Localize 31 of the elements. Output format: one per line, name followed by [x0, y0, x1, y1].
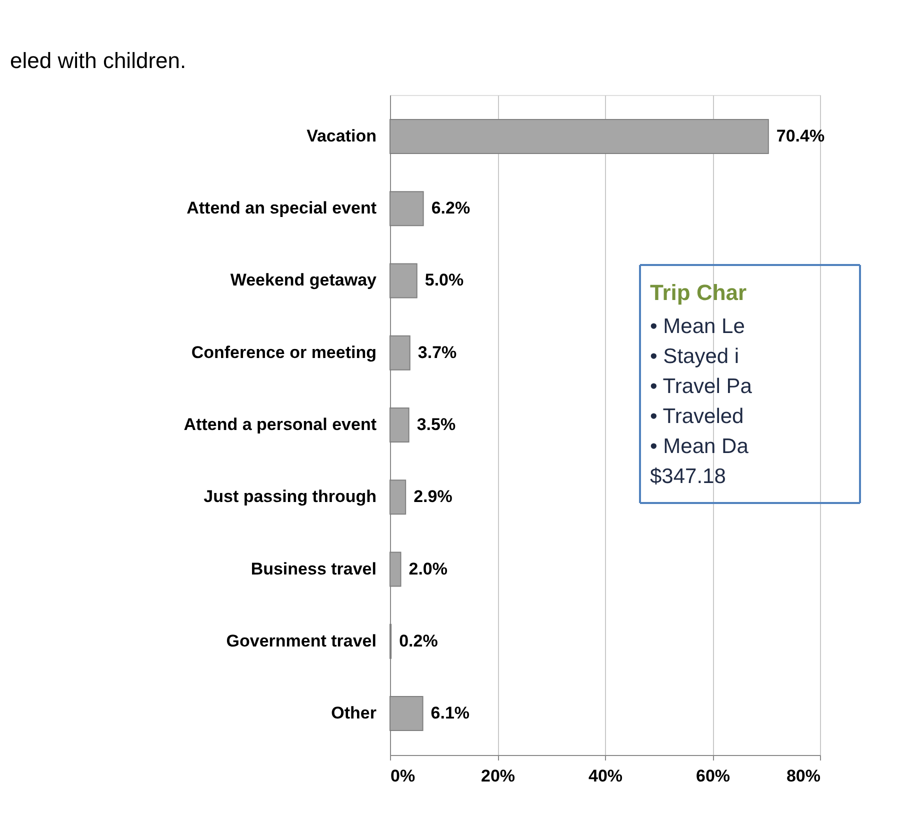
annotation: • Mean Le: [650, 315, 745, 338]
annotation: Trip Char: [650, 280, 748, 305]
data-label: 6.2%: [431, 198, 470, 218]
annotation: • Mean Da: [650, 435, 749, 458]
y-tick-label: Just passing through: [204, 487, 376, 506]
annotation: $347.18: [650, 465, 726, 488]
y-tick-label: Other: [331, 704, 377, 723]
x-tick-label: 20%: [480, 766, 516, 786]
x-tick-label: 0%: [390, 766, 416, 786]
data-label: 3.7%: [418, 342, 457, 362]
x-tick-label: 80%: [786, 766, 820, 786]
y-tick-label: Attend an special event: [186, 198, 377, 218]
text: eled with children.: [10, 48, 186, 73]
data-label: 5.0%: [424, 270, 464, 290]
data-label: 2.0%: [408, 559, 448, 578]
data-label: 70.4%: [776, 126, 825, 146]
annotation: • Travel Pa: [650, 375, 752, 398]
x-tick-label: 40%: [588, 766, 623, 786]
data-label: 6.1%: [430, 704, 470, 723]
annotation: • Stayed i: [650, 345, 740, 368]
y-tick-label: Government travel: [226, 631, 376, 650]
y-tick-label: Weekend getaway: [230, 270, 378, 290]
data-label: 2.9%: [414, 487, 452, 506]
y-tick-label: Business travel: [250, 559, 376, 578]
x-tick-label: 60%: [696, 766, 730, 786]
y-tick-label: Attend a personal event: [184, 415, 377, 434]
annotation: • Traveled: [650, 405, 744, 428]
y-tick-label: Conference or meeting: [191, 342, 376, 362]
y-tick-label: Vacation: [306, 126, 376, 146]
data-label: 3.5%: [416, 415, 456, 434]
data-label: 0.2%: [399, 631, 438, 650]
